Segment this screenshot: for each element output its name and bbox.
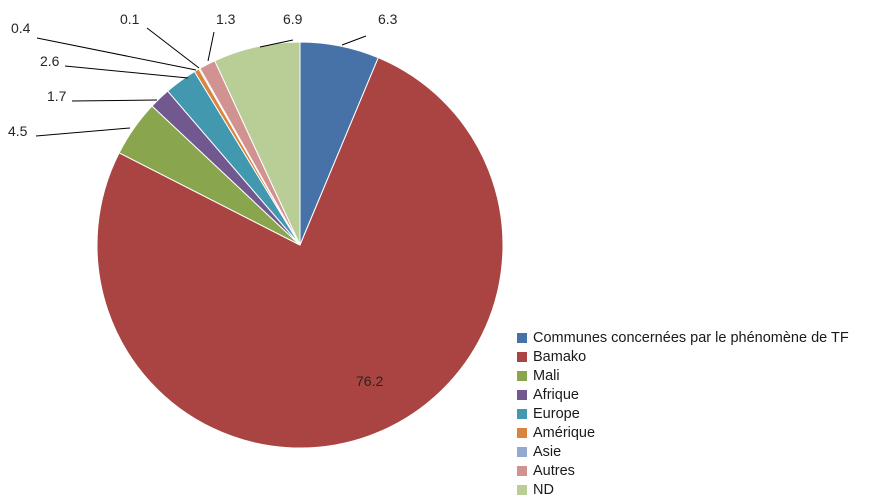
data-label: 0.1: [120, 11, 140, 27]
legend-label: Europe: [533, 405, 580, 422]
legend-swatch: [517, 351, 527, 362]
legend-swatch: [517, 427, 527, 438]
leader-line: [35, 127, 131, 137]
data-label: 6.3: [378, 11, 398, 27]
legend-swatch: [517, 465, 527, 476]
legend-item: Amérique: [517, 423, 849, 442]
legend-swatch: [517, 332, 527, 343]
legend-item: Europe: [517, 404, 849, 423]
leader-lines: [35, 27, 367, 137]
data-label: 2.6: [40, 53, 60, 69]
leader-line: [341, 35, 367, 46]
legend-item: Communes concernées par le phénomène de …: [517, 328, 849, 347]
data-label: 4.5: [8, 123, 28, 139]
leader-line: [207, 31, 215, 62]
data-label: 76.2: [356, 373, 383, 389]
pie-slice-bamako: [96, 57, 504, 449]
legend-swatch: [517, 408, 527, 419]
legend-label: Autres: [533, 462, 575, 479]
legend-label: Communes concernées par le phénomène de …: [533, 329, 849, 346]
legend-label: Amérique: [533, 424, 596, 441]
data-labels: 6.3 76.2 4.5 1.7 2.6 0.4 0.1 1.3 6.9: [8, 11, 398, 389]
legend-item: Autres: [517, 461, 849, 480]
leader-line: [146, 27, 200, 69]
legend: Communes concernées par le phénomène de …: [517, 328, 849, 499]
leader-line: [259, 39, 294, 48]
pie-slice-nd: [214, 41, 301, 246]
legend-swatch: [517, 446, 527, 457]
leader-line: [36, 37, 197, 71]
legend-swatch: [517, 389, 527, 400]
data-label: 6.9: [283, 11, 303, 27]
legend-swatch: [517, 370, 527, 381]
pie-slices: [96, 41, 504, 449]
legend-label: Asie: [533, 443, 562, 460]
legend-swatch: [517, 484, 527, 495]
legend-item: Mali: [517, 366, 849, 385]
legend-item: Afrique: [517, 385, 849, 404]
leader-line: [71, 99, 158, 102]
legend-label: Mali: [533, 367, 560, 384]
legend-item: ND: [517, 480, 849, 499]
leader-line: [64, 65, 189, 79]
legend-label: Bamako: [533, 348, 587, 365]
legend-label: ND: [533, 481, 554, 498]
legend-label: Afrique: [533, 386, 579, 403]
data-label: 0.4: [11, 20, 31, 36]
legend-item: Bamako: [517, 347, 849, 366]
data-label: 1.3: [216, 11, 236, 27]
data-label: 1.7: [47, 88, 67, 104]
legend-item: Asie: [517, 442, 849, 461]
